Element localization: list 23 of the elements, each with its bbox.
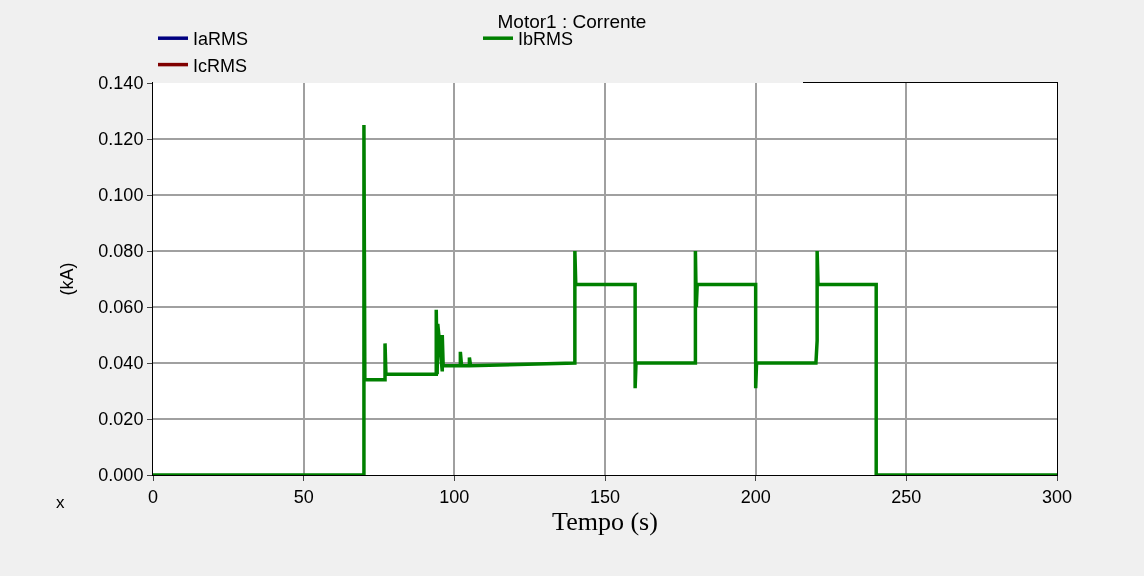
text: x xyxy=(56,493,65,512)
x-tick-label: 150 xyxy=(589,486,621,507)
y-tick-label: 0.100 xyxy=(98,185,144,206)
x-tick-label: 50 xyxy=(293,486,314,507)
x-tick-label: 250 xyxy=(891,486,922,507)
x-tick-label: 300 xyxy=(1041,486,1073,507)
y-tick-label: 0.000 xyxy=(98,465,144,486)
x-tick-label: 200 xyxy=(740,486,771,507)
chart-title: Motor1 : Corrente xyxy=(497,10,647,32)
y-tick-label: 0.020 xyxy=(98,409,144,430)
y-tick-label: 0.080 xyxy=(98,241,144,262)
legend-label: IaRMS xyxy=(193,29,249,50)
x-tick-label: 0 xyxy=(147,486,159,507)
y-tick-label: 0.140 xyxy=(98,73,144,94)
line-series xyxy=(153,123,1057,475)
x-axis-title: Tempo (s) xyxy=(552,507,658,537)
y-tick-label: 0.060 xyxy=(98,297,144,318)
x-tick-label: 100 xyxy=(439,486,470,507)
y-tick-label: 0.040 xyxy=(98,353,144,374)
legend-label: IcRMS xyxy=(193,55,247,76)
y-axis-title: (kA) xyxy=(56,262,77,296)
y-tick-label: 0.120 xyxy=(98,129,144,150)
legend-label: IbRMS xyxy=(518,29,574,50)
